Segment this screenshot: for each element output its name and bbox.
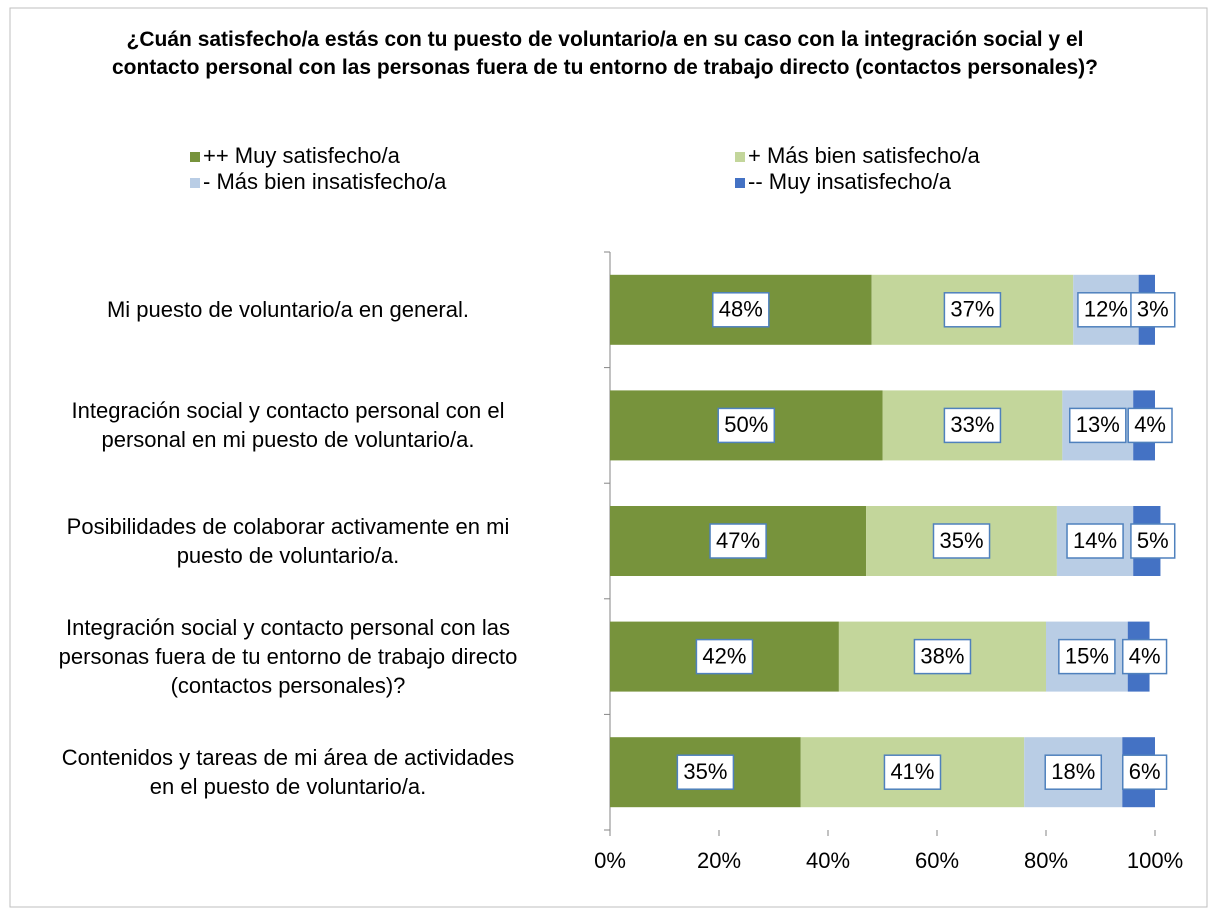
data-label-box [1122, 638, 1168, 675]
x-tick-label: 80% [1024, 848, 1068, 873]
data-label: 13% [1076, 412, 1120, 437]
y-tick-label: Mi puesto de voluntario/a en general. [106, 297, 469, 323]
data-label: 4% [1134, 412, 1166, 437]
legend-swatch [190, 178, 200, 188]
data-label: 35% [683, 759, 727, 784]
data-label: 12% [1084, 297, 1128, 322]
data-label-box [717, 407, 776, 444]
data-label: 6% [1129, 759, 1161, 784]
data-label: 37% [950, 297, 994, 322]
chart-title: ¿Cuán satisfecho/a estás con tu puesto d… [111, 28, 1099, 79]
data-label: 41% [890, 759, 934, 784]
data-label: 33% [950, 412, 994, 437]
data-label: 15% [1065, 643, 1109, 668]
data-label-box [883, 754, 942, 790]
legend-label: ++ Muy satisfecho/a [203, 143, 401, 168]
data-label: 3% [1137, 297, 1169, 322]
x-tick-label: 60% [915, 848, 959, 873]
legend-swatch [735, 178, 745, 188]
y-tick-label: Contenidos y tareas de mi área de activi… [61, 745, 515, 800]
legend-swatch [190, 152, 200, 162]
data-label-box [913, 638, 972, 675]
data-label: 35% [940, 528, 984, 553]
data-label: 4% [1129, 643, 1161, 668]
data-label-box [1058, 638, 1116, 675]
data-label-box [1130, 523, 1176, 559]
data-label: 47% [716, 528, 760, 553]
data-label: 42% [702, 643, 746, 668]
data-label-box [695, 638, 754, 675]
data-label: 48% [719, 297, 763, 322]
x-tick-label: 40% [806, 848, 850, 873]
data-label-box [1066, 523, 1124, 559]
chart-frame [9, 7, 1208, 908]
data-label: 14% [1073, 528, 1117, 553]
y-tick-label: Integración social y contacto personal c… [71, 398, 505, 453]
data-label-box [709, 523, 767, 559]
y-tick-label: Posibilidades de colaborar activamente e… [66, 514, 510, 568]
legend-label: + Más bien satisfecho/a [748, 143, 981, 168]
data-label-box [943, 292, 1002, 328]
data-label: 18% [1051, 759, 1095, 784]
x-tick-label: 0% [594, 848, 626, 873]
legend-label: -- Muy insatisfecho/a [748, 169, 952, 194]
data-label-box [932, 523, 991, 559]
data-label-box [1069, 407, 1127, 444]
data-label: 50% [724, 412, 768, 437]
data-label-box [1044, 754, 1103, 790]
data-label-box [1130, 292, 1176, 328]
data-label-box [676, 754, 735, 790]
x-tick-label: 20% [697, 848, 741, 873]
legend-label: - Más bien insatisfecho/a [203, 169, 447, 194]
x-tick-label: 100% [1127, 848, 1183, 873]
data-label: 38% [920, 643, 964, 668]
y-tick-label: Integración social y contacto personal c… [58, 615, 518, 699]
data-label: 5% [1137, 528, 1169, 553]
data-label-box [1122, 754, 1168, 790]
legend-swatch [735, 152, 745, 162]
data-label-box [712, 292, 770, 328]
data-label-box [943, 407, 1002, 444]
data-label-box [1127, 407, 1173, 444]
